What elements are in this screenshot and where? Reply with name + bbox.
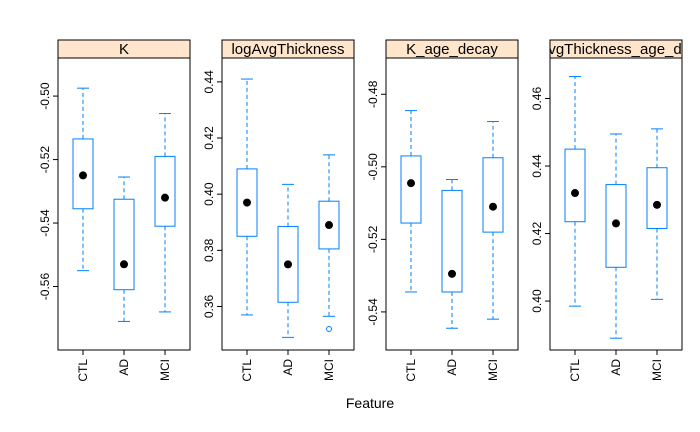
box-ad	[605, 133, 627, 339]
y-tick-label: -0.54	[38, 209, 52, 237]
median-dot	[161, 193, 169, 202]
y-tick-label: -0.50	[366, 153, 380, 181]
x-tick-label-ad: AD	[445, 359, 459, 376]
median-dot	[284, 260, 292, 269]
box-body	[482, 157, 504, 233]
median-dot	[120, 260, 128, 269]
x-tick-label-mci: MCI	[650, 359, 664, 381]
median-dot	[571, 189, 579, 198]
x-tick-label-ad: AD	[609, 359, 623, 376]
median-dot	[407, 179, 415, 188]
box-body	[113, 198, 135, 291]
median-dot	[612, 219, 620, 228]
y-tick-label: 0.38	[202, 238, 216, 262]
box-body	[441, 189, 463, 293]
box-mci	[646, 128, 668, 300]
box-ctl	[400, 110, 422, 293]
median-dot	[79, 171, 87, 180]
median-dot	[489, 202, 497, 211]
box-ctl	[236, 78, 258, 316]
x-tick-label-ad: AD	[281, 359, 295, 376]
box-body	[318, 200, 340, 250]
x-tick-label-ctl: CTL	[240, 359, 254, 382]
box-ctl	[72, 87, 94, 272]
y-tick-label: 0.36	[202, 294, 216, 318]
box-body	[646, 167, 668, 229]
y-tick-label: 0.42	[202, 126, 216, 150]
strip-title: logAvgThickness_age_decay	[519, 41, 700, 58]
box-body	[277, 225, 299, 303]
y-tick-label: -0.54	[366, 298, 380, 326]
median-dot	[243, 198, 251, 207]
y-tick-label: -0.48	[366, 80, 380, 108]
y-tick-label: 0.42	[530, 222, 544, 246]
panel-3: K_age_decay -0.54 -0.52 -0.50 -0.48 CTL AD MCI	[366, 39, 519, 382]
box-body	[400, 155, 422, 224]
box-mci	[154, 113, 176, 313]
box-ctl	[564, 76, 586, 307]
y-tick-label: -0.56	[38, 273, 52, 301]
box-mci	[318, 154, 340, 332]
y-tick-label: 0.44	[530, 154, 544, 178]
box-mci	[482, 120, 504, 320]
median-dot	[325, 221, 333, 230]
y-tick-label: 0.44	[202, 70, 216, 94]
x-tick-label-mci: MCI	[486, 359, 500, 381]
x-tick-label-ad: AD	[117, 359, 131, 376]
box-body	[72, 138, 94, 210]
median-dot	[448, 269, 456, 278]
panel-2: logAvgThickness 0.36 0.38 0.40 0.42 0.44 CTL AD…	[202, 39, 355, 382]
median-dot	[653, 200, 661, 209]
x-tick-label-ctl: CTL	[76, 359, 90, 382]
y-tick-label: -0.50	[38, 82, 52, 110]
x-axis-title: Feature	[346, 395, 394, 411]
box-ad	[277, 183, 299, 338]
box-ad	[441, 179, 463, 329]
x-tick-label-mci: MCI	[322, 359, 336, 381]
strip-title: K	[119, 41, 129, 58]
strip-title: K_age_decay	[406, 41, 498, 58]
y-tick-label: 0.46	[530, 87, 544, 111]
box-body	[605, 184, 627, 268]
outlier-point	[326, 325, 332, 332]
y-tick-label: -0.52	[366, 225, 380, 253]
box-body	[236, 168, 258, 237]
y-tick-label: -0.52	[38, 146, 52, 174]
strip-title: logAvgThickness	[231, 41, 344, 58]
y-tick-label: 0.40	[530, 289, 544, 313]
x-tick-label-ctl: CTL	[568, 359, 582, 382]
x-tick-label-mci: MCI	[158, 359, 172, 381]
box-ad	[113, 176, 135, 322]
y-tick-label: 0.40	[202, 182, 216, 206]
box-body	[564, 148, 586, 223]
panel-1: K -0.56 -0.54 -0.52 -0.50 CTL AD MCI	[38, 39, 191, 382]
panel-4: logAvgThickness_age_decay 0.40 0.42 0.44 0.4…	[519, 39, 700, 382]
box-body	[154, 155, 176, 227]
x-tick-label-ctl: CTL	[404, 359, 418, 382]
